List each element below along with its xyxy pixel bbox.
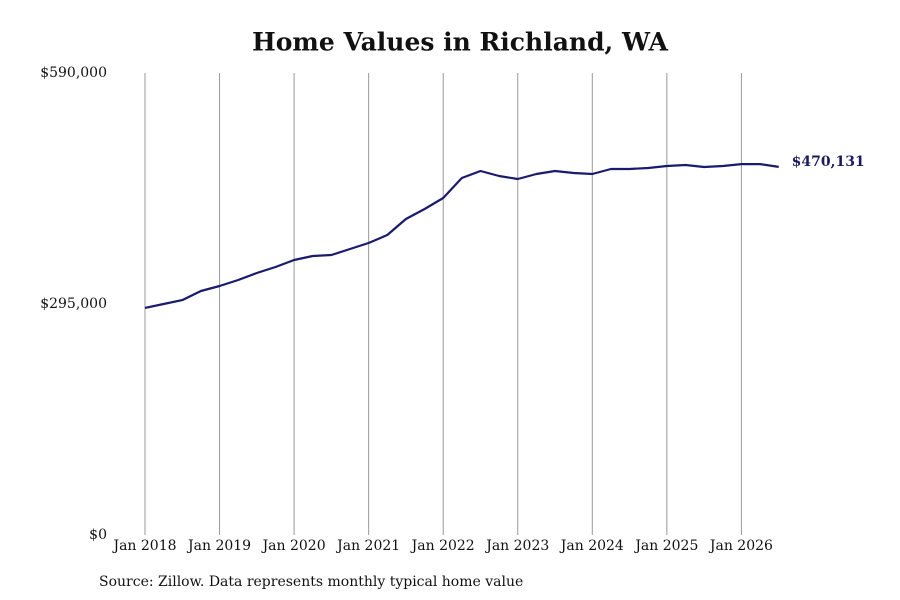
x-tick-label: Jan 2021: [335, 538, 400, 554]
line-series: [144, 163, 779, 309]
y-tick-label: $295,000: [40, 296, 107, 312]
x-tick-label: Jan 2018: [111, 538, 176, 554]
x-tick-label: Jan 2022: [410, 538, 475, 554]
source-note: Source: Zillow. Data represents monthly …: [99, 574, 523, 590]
x-tick-label: Jan 2026: [708, 538, 773, 554]
x-tick-label: Jan 2020: [261, 538, 326, 554]
x-tick-label: Jan 2019: [186, 538, 251, 554]
end-value-label: $470,131: [792, 154, 865, 170]
x-tick-label: Jan 2024: [559, 538, 624, 554]
x-tick-label: Jan 2025: [633, 538, 698, 554]
x-tick-label: Jan 2023: [484, 538, 549, 554]
chart-title: Home Values in Richland, WA: [252, 28, 668, 57]
y-tick-label: $590,000: [40, 65, 107, 81]
y-tick-label: $0: [89, 527, 107, 543]
